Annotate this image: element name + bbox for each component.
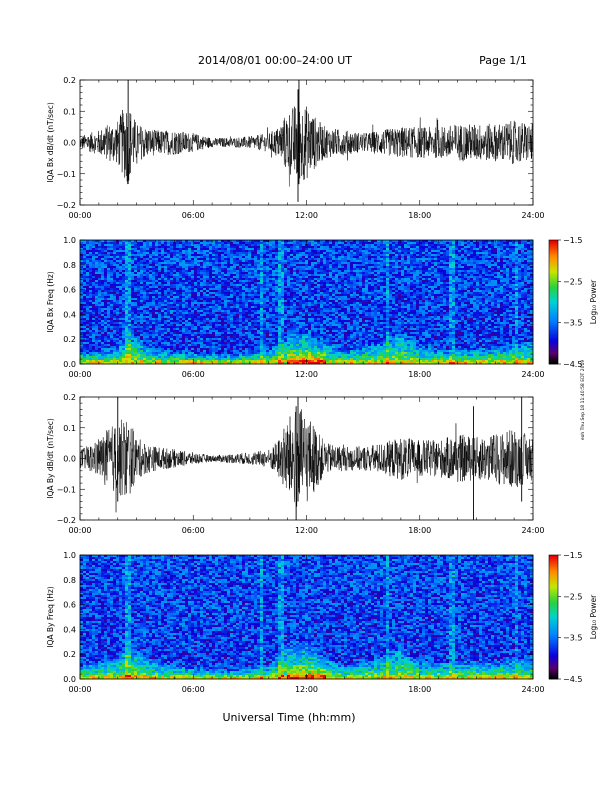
- figure-title: 2014/08/01 00:00–24:00 UT: [198, 54, 352, 67]
- x-tick-label: 12:00: [295, 211, 318, 220]
- page-indicator: Page 1/1: [479, 54, 527, 67]
- colorbar-tick-label: −1.5: [563, 551, 582, 560]
- x-tick-label: 18:00: [408, 685, 431, 694]
- x-tick-label: 00:00: [68, 370, 91, 379]
- colorbar-tick-label: −4.5: [563, 675, 582, 684]
- x-tick-label: 06:00: [182, 211, 205, 220]
- y-tick-label: −0.2: [57, 516, 76, 525]
- bx-spectrogram-panel: 00:00 06:00 12:00 18:00 24:00 1.0 0.8 0.6 0.4 0.2…: [46, 236, 598, 379]
- y-tick-label: −0.1: [57, 170, 76, 179]
- y-tick-label: 0.2: [63, 76, 76, 85]
- x-tick-label: 00:00: [68, 526, 91, 535]
- colorbar-label: Log₁₀ Power: [589, 279, 598, 324]
- y-tick-label: 0.6: [63, 286, 76, 295]
- colorbar-label: Log₁₀ Power: [589, 594, 598, 639]
- x-tick-label: 18:00: [408, 370, 431, 379]
- x-axis-label: Universal Time (hh:mm): [223, 711, 356, 724]
- y-tick-label: 0.0: [63, 139, 76, 148]
- y-tick-label: 0.4: [63, 310, 76, 319]
- x-tick-label: 06:00: [182, 526, 205, 535]
- x-tick-label: 12:00: [295, 685, 318, 694]
- colorbar: −1.5 −2.5 −3.5 −4.5 Log₁₀ Power: [548, 236, 598, 369]
- waveform-trace: [79, 106, 534, 187]
- colorbar-tick-label: −1.5: [563, 236, 582, 245]
- x-tick-label: 24:00: [521, 526, 544, 535]
- x-tick-label: 24:00: [521, 211, 544, 220]
- y-tick-label: 0.4: [63, 625, 76, 634]
- timestamp-stamp: eoh Thu Sep 18 11:40:58 EDT 2019: [580, 360, 586, 440]
- colorbar-tick-label: −4.5: [563, 360, 582, 369]
- x-tick-label: 00:00: [68, 211, 91, 220]
- y-tick-label: 0.2: [63, 335, 76, 344]
- y-axis-label: IQA Bx Freq (Hz): [46, 271, 55, 333]
- y-tick-label: 0.0: [63, 675, 76, 684]
- y-tick-label: 0.0: [63, 455, 76, 464]
- y-axis-label: IQA By Freq (Hz): [46, 586, 55, 648]
- y-tick-label: 0.1: [63, 424, 76, 433]
- y-tick-label: −0.2: [57, 201, 76, 210]
- x-tick-label: 00:00: [68, 685, 91, 694]
- colorbar-tick-label: −2.5: [563, 592, 582, 601]
- y-tick-label: 0.0: [63, 360, 76, 369]
- x-tick-label: 24:00: [521, 685, 544, 694]
- spectrogram-cells: [80, 555, 534, 680]
- x-tick-label: 18:00: [408, 211, 431, 220]
- y-tick-label: 0.8: [63, 261, 76, 270]
- y-tick-label: 0.2: [63, 650, 76, 659]
- y-axis-label: IQA Bx dB/dt (nT/sec): [46, 102, 55, 183]
- y-axis-label: IQA By dB/dt (nT/sec): [46, 418, 55, 499]
- y-tick-label: 0.1: [63, 107, 76, 116]
- x-tick-label: 06:00: [182, 370, 205, 379]
- colorbar: −1.5 −2.5 −3.5 −4.5 Log₁₀ Power: [548, 551, 598, 684]
- y-tick-label: 1.0: [63, 551, 76, 560]
- bx-waveform-panel: 00:00 06:00 12:00 18:00 24:00 0.2 0.1 0.0 −0.1 −0…: [46, 76, 545, 220]
- colorbar-tick-label: −3.5: [563, 319, 582, 328]
- y-tick-label: 0.8: [63, 576, 76, 585]
- by-waveform-panel: 00:00 06:00 12:00 18:00 24:00 0.2 0.1 0.0 −0.1 −0…: [46, 393, 545, 535]
- y-tick-label: 0.2: [63, 393, 76, 402]
- colorbar-tick-label: −2.5: [563, 277, 582, 286]
- y-tick-label: 1.0: [63, 236, 76, 245]
- x-tick-label: 06:00: [182, 685, 205, 694]
- by-spectrogram-panel: 00:00 06:00 12:00 18:00 24:00 1.0 0.8 0.6 0.4 0.2…: [46, 551, 598, 694]
- x-tick-label: 18:00: [408, 526, 431, 535]
- spectrogram-cells: [80, 240, 534, 365]
- colorbar-tick-label: −3.5: [563, 634, 582, 643]
- y-tick-label: 0.6: [63, 601, 76, 610]
- x-tick-label: 24:00: [521, 370, 544, 379]
- x-tick-label: 12:00: [295, 370, 318, 379]
- y-tick-label: −0.1: [57, 485, 76, 494]
- x-tick-label: 12:00: [295, 526, 318, 535]
- waveform-trace: [79, 409, 534, 513]
